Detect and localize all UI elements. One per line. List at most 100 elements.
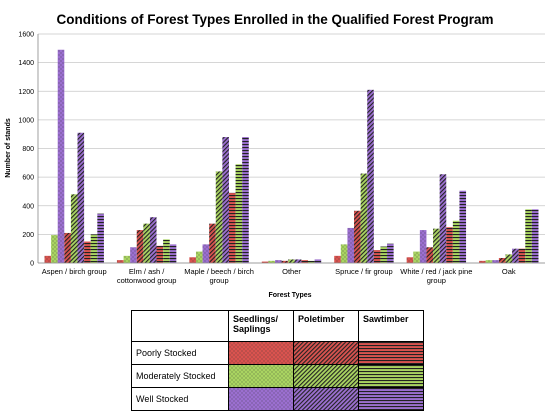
x-category-label: Aspen / birch group: [42, 267, 107, 276]
bar: [123, 255, 131, 263]
bar: [485, 260, 493, 263]
bar: [130, 247, 137, 263]
y-tick-label: 1400: [18, 60, 34, 67]
bar: [222, 137, 229, 263]
bar: [242, 137, 249, 263]
x-category-label: White / red / jack pine group: [400, 267, 472, 285]
bar: [288, 259, 295, 263]
bar: [340, 244, 348, 263]
bar: [452, 220, 460, 263]
y-tick-label: 0: [30, 261, 34, 268]
bar: [367, 89, 374, 263]
y-tick-label: 1600: [18, 32, 34, 39]
bar: [149, 217, 157, 263]
bar: [169, 244, 177, 263]
x-axis-categories: Aspen / birch group Elm / ash / cottonwood…: [42, 267, 516, 285]
legend-row-poorly: Poorly Stocked: [131, 341, 229, 365]
bar: [426, 247, 434, 263]
bar: [314, 259, 322, 263]
bar: [347, 227, 355, 263]
legend-row-well: Well Stocked: [131, 387, 229, 411]
legend-swatch-moderately-sawtimber: [358, 364, 424, 388]
legend-swatch-well-sawtimber: [358, 387, 424, 411]
bar: [419, 230, 427, 263]
bar: [51, 235, 58, 263]
legend-corner: [131, 310, 229, 342]
bar: [459, 190, 467, 263]
bar: [479, 260, 486, 263]
y-tick-label: 1000: [18, 117, 34, 124]
x-category-label: Other: [282, 267, 301, 276]
legend-table: Seedlings/ Saplings Poletimber Sawtimber…: [131, 310, 424, 411]
legend-row-moderately: Moderately Stocked: [131, 364, 229, 388]
bar: [189, 257, 196, 263]
bar: [512, 248, 519, 263]
y-axis-ticks: 0 200 400 600 800 1000 1200 1400 1600: [18, 32, 34, 268]
x-category-label: Spruce / fir group: [335, 267, 393, 276]
bar: [354, 210, 361, 263]
bar: [77, 132, 85, 263]
x-category-label: Oak: [502, 267, 516, 276]
bar: [492, 260, 499, 263]
bar: [439, 174, 447, 263]
bar: [143, 223, 150, 263]
y-tick-label: 400: [22, 203, 34, 210]
bar: [518, 248, 526, 263]
legend-swatch-poorly-seedlings: [228, 341, 294, 365]
chart-title: Conditions of Forest Types Enrolled in t…: [56, 12, 493, 27]
bar: [57, 49, 65, 264]
bar: [531, 209, 539, 263]
legend-swatch-moderately-seedlings: [228, 364, 294, 388]
bars: [44, 49, 539, 264]
legend-swatch-well-seedlings: [228, 387, 294, 411]
bar: [84, 241, 91, 263]
bar: [70, 194, 78, 263]
bar: [406, 257, 414, 263]
bar: [433, 228, 440, 263]
legend-col-sawtimber: Sawtimber: [358, 310, 424, 342]
bar: [163, 239, 170, 263]
y-tick-label: 800: [22, 146, 34, 153]
legend-swatch-poorly-poletimber: [293, 341, 359, 365]
bar: [301, 260, 308, 263]
legend-swatch-poorly-sawtimber: [358, 341, 424, 365]
bar: [281, 260, 289, 263]
bar: [268, 260, 275, 263]
bar: [387, 243, 394, 263]
x-axis-label: Forest Types: [268, 292, 311, 299]
bar: [228, 192, 236, 263]
bar: [209, 223, 216, 263]
y-tick-label: 600: [22, 175, 34, 182]
bar: [275, 260, 282, 263]
legend-col-poletimber: Poletimber: [293, 310, 359, 342]
bar: [360, 173, 368, 263]
chart: Conditions of Forest Types Enrolled in t…: [5, 12, 545, 299]
bar: [215, 171, 223, 263]
bar: [156, 245, 164, 263]
bar: [413, 251, 420, 263]
bar: [498, 257, 506, 263]
bar: [44, 255, 52, 263]
bar: [334, 255, 341, 263]
bar: [373, 250, 381, 263]
bar: [136, 230, 144, 263]
bar: [380, 246, 388, 263]
legend-swatch-moderately-poletimber: [293, 364, 359, 388]
bar: [294, 259, 302, 263]
x-category-label: Elm / ash / cottonwood group: [117, 267, 177, 285]
bar: [505, 254, 513, 263]
legend-swatch-well-poletimber: [293, 387, 359, 411]
x-category-label: Maple / beech / birch group: [184, 267, 254, 285]
gridlines: [38, 33, 545, 264]
y-axis-label: Number of stands: [5, 118, 12, 178]
bar: [116, 260, 124, 263]
legend-col-seedlings: Seedlings/ Saplings: [228, 310, 294, 342]
y-tick-label: 1200: [18, 89, 34, 96]
bar: [446, 227, 453, 263]
y-tick-label: 200: [22, 232, 34, 239]
bar: [64, 232, 71, 263]
bar: [235, 164, 243, 263]
bar: [202, 244, 210, 263]
bar: [525, 209, 532, 263]
bar: [261, 261, 269, 263]
